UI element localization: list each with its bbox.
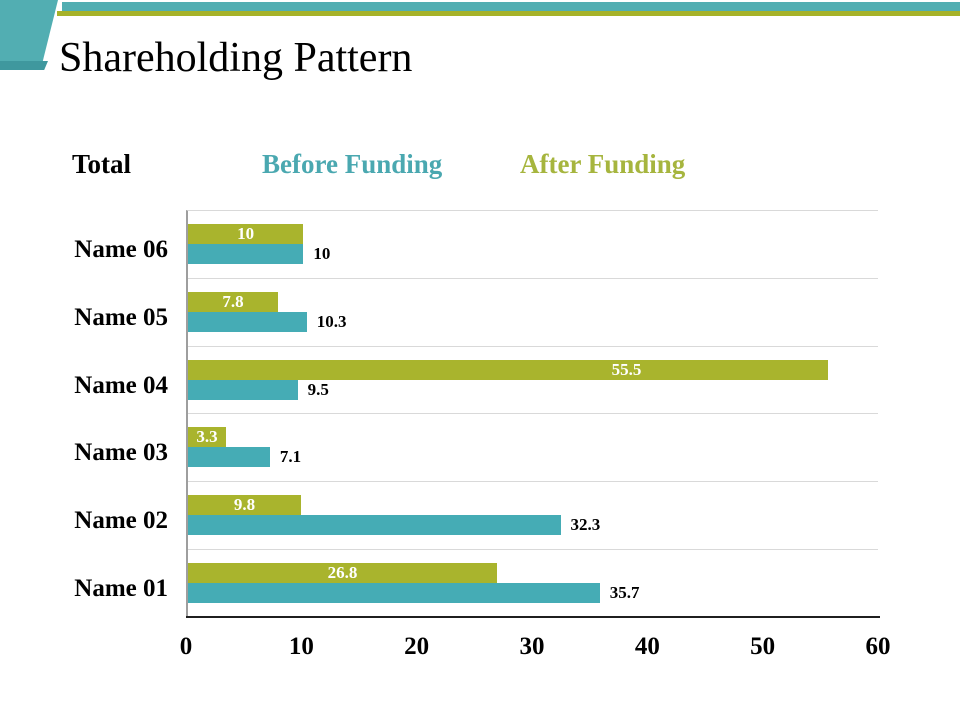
bar-after-funding	[188, 359, 829, 380]
bar-before-funding	[188, 311, 307, 332]
x-tick-label: 60	[865, 633, 891, 660]
x-tick-label: 40	[634, 633, 660, 660]
corner-accent-shape	[0, 0, 58, 70]
bar-after-funding	[188, 495, 302, 516]
bar-value-label: 7.1	[279, 447, 302, 467]
bar-before-funding	[188, 379, 298, 400]
category-band: 10 10	[188, 211, 878, 279]
category-label: Name 02	[74, 507, 168, 535]
bar-value-label: 9.8	[233, 495, 256, 515]
bar-value-label: 32.3	[570, 515, 601, 535]
x-tick-label: 0	[179, 633, 193, 660]
bar-value-label: 3.3	[196, 427, 218, 447]
category-band: 7.8 10.3	[188, 279, 878, 347]
bar-value-label: 26.8	[327, 563, 358, 583]
legend-before-funding: Before Funding	[262, 149, 443, 179]
bar-value-label: 55.5	[611, 359, 642, 379]
category-label: Name 04	[74, 371, 168, 399]
bar-before-funding	[188, 583, 600, 604]
bar-after-funding	[188, 563, 498, 584]
bar-before-funding	[188, 447, 270, 468]
category-label: Name 03	[74, 439, 168, 467]
corner-accent-shade	[0, 61, 48, 70]
x-tick-label: 20	[404, 633, 430, 660]
category-band: 55.5 9.5	[188, 347, 878, 415]
banner-stripe-teal	[62, 2, 960, 11]
category-band: 3.3 7.1	[188, 414, 878, 483]
banner-stripe-olive	[57, 11, 960, 16]
bar-before-funding	[188, 515, 561, 536]
slide-title: Shareholding Pattern	[59, 35, 413, 81]
category-label: Name 05	[74, 303, 168, 331]
plot-area: 10 10 7.8 10.3 55.5 9.5 3.3 7.1 9.8 32.3 26.8 35.7	[186, 210, 878, 617]
bar-value-label: 9.5	[307, 379, 329, 399]
x-axis-line	[186, 616, 880, 618]
bar-value-label: 10	[237, 224, 255, 243]
bar-value-label: 7.8	[222, 291, 244, 311]
legend-after-funding: After Funding	[520, 149, 686, 179]
bar-value-label: 10.3	[316, 311, 347, 331]
bar-value-label: 10	[313, 244, 331, 263]
x-tick-label: 50	[750, 633, 776, 660]
category-label: Name 06	[74, 235, 168, 263]
category-band: 9.8 32.3	[188, 482, 878, 551]
bar-after-funding	[188, 427, 227, 448]
category-labels: Name 06 Name 05 Name 04 Name 03 Name 02 Name …	[0, 210, 168, 617]
x-axis-ticks: 0 10 20 30 40 50 60	[180, 633, 891, 663]
x-tick-label: 30	[519, 633, 545, 660]
x-tick-label: 10	[288, 633, 314, 660]
bar-value-label: 35.7	[609, 583, 640, 603]
category-label: Name 01	[74, 575, 168, 603]
bar-after-funding	[188, 291, 278, 312]
category-band: 26.8 35.7	[188, 550, 878, 617]
bar-before-funding	[188, 244, 304, 264]
legend-total: Total	[72, 149, 132, 179]
bar-after-funding	[188, 224, 304, 244]
